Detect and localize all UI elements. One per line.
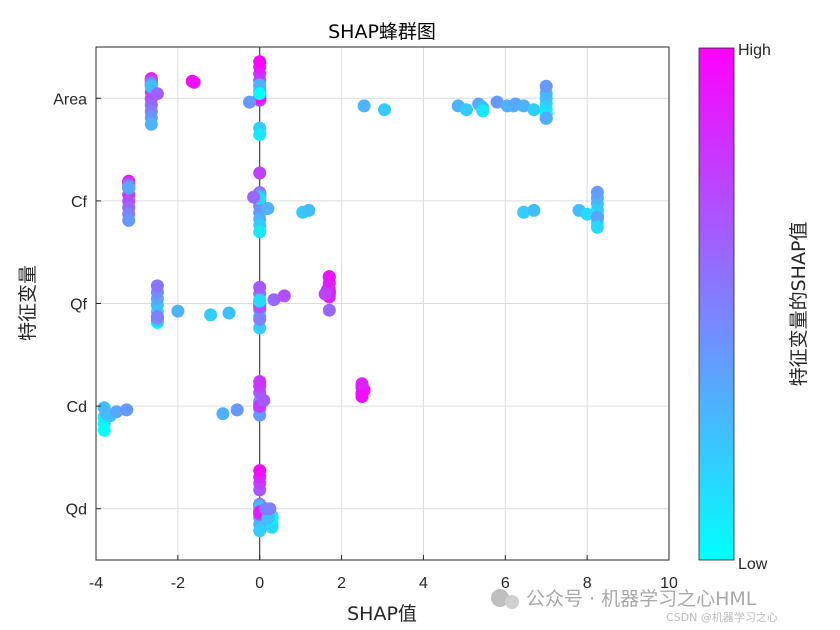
y-tick-label: Area <box>53 91 87 108</box>
point-cf <box>590 210 604 224</box>
point-qf <box>171 304 185 318</box>
y-axis-label: 特征变量 <box>17 265 39 341</box>
point-cf <box>590 185 604 199</box>
wechat-icon-bubble <box>505 595 519 609</box>
point-area <box>253 128 267 141</box>
point-cd <box>230 403 244 417</box>
point-cd <box>216 407 230 421</box>
x-tick-label: 10 <box>660 575 678 592</box>
point-cd <box>253 375 267 389</box>
point-cf <box>253 225 267 239</box>
wechat-icon <box>491 589 509 607</box>
point-area <box>490 95 504 109</box>
colorbar-low-label: Low <box>738 556 768 573</box>
point-cf <box>302 203 316 217</box>
point-area <box>357 99 371 113</box>
point-qf <box>322 270 336 284</box>
point-area <box>253 55 267 69</box>
point-cf <box>247 190 261 204</box>
point-cf <box>517 205 531 219</box>
point-area <box>150 87 164 101</box>
point-area <box>459 103 473 117</box>
y-tick-label: Qd <box>66 502 87 519</box>
point-cd <box>97 423 111 437</box>
point-area <box>527 103 541 117</box>
x-axis-ticks: -4 -2 0 2 4 6 8 10 <box>89 555 678 592</box>
point-qf <box>222 306 236 320</box>
x-axis-label: SHAP值 <box>347 603 417 625</box>
x-tick-label: -2 <box>171 575 185 592</box>
point-qd <box>253 464 267 478</box>
point-cf <box>580 207 594 221</box>
colorbar-high-label: High <box>738 42 771 59</box>
y-tick-label: Cd <box>67 399 87 416</box>
point-cf <box>527 203 541 217</box>
point-qf <box>322 303 336 317</box>
y-axis-ticks: Area Cf Qf Cd Qd <box>53 91 101 519</box>
point-area <box>378 103 391 117</box>
point-area <box>539 111 553 125</box>
point-qf <box>204 308 218 322</box>
point-qf <box>150 310 164 324</box>
point-cf <box>590 220 604 234</box>
x-tick-label: 4 <box>419 575 428 592</box>
point-qd <box>253 524 267 538</box>
point-qf <box>253 312 267 326</box>
point-qf <box>150 279 164 293</box>
x-tick-label: 2 <box>337 575 346 592</box>
point-area <box>243 95 256 109</box>
point-qf <box>253 280 267 294</box>
watermark-main: 公众号 · 机器学习之心HML <box>526 588 757 610</box>
point-area <box>253 87 267 101</box>
point-area <box>476 104 490 118</box>
point-area <box>144 117 158 131</box>
point-cd <box>120 403 134 417</box>
point-area <box>185 74 199 88</box>
x-tick-label: 6 <box>501 575 510 592</box>
point-cf <box>253 166 267 180</box>
point-cd <box>355 377 369 391</box>
point-area <box>517 99 531 113</box>
point-cf <box>122 213 136 227</box>
x-tick-label: -4 <box>89 575 103 592</box>
chart-title: SHAP蜂群图 <box>328 21 436 43</box>
data-points <box>97 55 604 538</box>
point-cd <box>355 390 369 403</box>
point-qf <box>318 287 332 301</box>
x-tick-label: 8 <box>583 575 592 592</box>
point-qf <box>253 294 267 308</box>
point-cf <box>122 181 136 195</box>
y-tick-label: Qf <box>70 297 87 314</box>
point-qf <box>277 289 291 303</box>
point-area <box>539 79 553 93</box>
point-cd <box>110 405 123 419</box>
point-cf <box>261 202 275 215</box>
colorbar-label: 特征变量的SHAP值 <box>788 222 810 387</box>
point-cd <box>257 393 271 407</box>
watermark-sub: CSDN @机器学习之心 <box>666 610 778 624</box>
grid-lines <box>95 47 670 560</box>
y-tick-label: Cf <box>71 194 88 211</box>
colorbar <box>698 47 735 561</box>
watermark: 公众号 · 机器学习之心HML CSDN @机器学习之心 <box>491 588 778 624</box>
point-qf <box>267 293 281 307</box>
x-tick-label: 0 <box>255 575 264 592</box>
point-qd <box>263 502 277 516</box>
